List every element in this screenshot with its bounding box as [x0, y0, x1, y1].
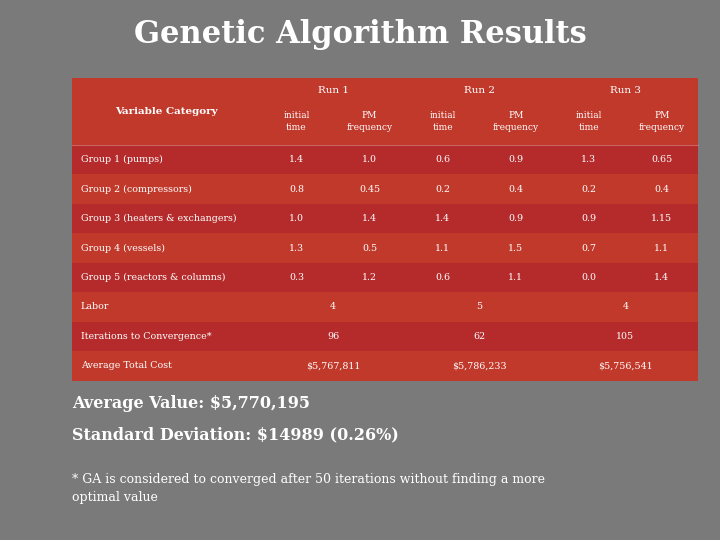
Text: Group 2 (compressors): Group 2 (compressors): [81, 185, 192, 194]
Text: 0.45: 0.45: [359, 185, 380, 193]
Text: $5,786,233: $5,786,233: [452, 361, 506, 370]
Text: 0.3: 0.3: [289, 273, 304, 282]
Text: 1.1: 1.1: [508, 273, 523, 282]
Text: Genetic Algorithm Results: Genetic Algorithm Results: [134, 19, 586, 50]
Text: 1.4: 1.4: [654, 273, 670, 282]
Text: 0.4: 0.4: [654, 185, 670, 193]
Text: PM
frequency: PM frequency: [492, 111, 539, 132]
Text: 0.65: 0.65: [651, 155, 672, 164]
Text: $5,767,811: $5,767,811: [306, 361, 360, 370]
Text: 1.3: 1.3: [581, 155, 596, 164]
Text: 0.2: 0.2: [581, 185, 596, 193]
Text: * GA is considered to converged after 50 iterations without finding a more
optim: * GA is considered to converged after 50…: [72, 472, 545, 504]
Text: 0.2: 0.2: [435, 185, 450, 193]
Text: Variable Category: Variable Category: [114, 107, 217, 116]
Text: Average Value: $5,770,195: Average Value: $5,770,195: [72, 395, 310, 412]
Text: Average Total Cost: Average Total Cost: [81, 361, 171, 370]
Text: 0.9: 0.9: [508, 214, 523, 223]
Text: 0.0: 0.0: [581, 273, 596, 282]
Text: 1.4: 1.4: [289, 155, 304, 164]
Text: 0.5: 0.5: [362, 244, 377, 253]
Text: 96: 96: [327, 332, 339, 341]
Text: 1.0: 1.0: [362, 155, 377, 164]
Text: 1.1: 1.1: [435, 244, 450, 253]
Text: 1.0: 1.0: [289, 214, 304, 223]
Text: 0.6: 0.6: [435, 155, 450, 164]
Text: Iterations to Convergence*: Iterations to Convergence*: [81, 332, 211, 341]
Text: Group 1 (pumps): Group 1 (pumps): [81, 155, 163, 164]
FancyBboxPatch shape: [72, 322, 698, 351]
Text: initial
time: initial time: [429, 111, 456, 132]
Text: 0.8: 0.8: [289, 185, 304, 193]
Text: 1.5: 1.5: [508, 244, 523, 253]
Text: Group 3 (heaters & exchangers): Group 3 (heaters & exchangers): [81, 214, 236, 223]
FancyBboxPatch shape: [72, 145, 698, 174]
Text: initial
time: initial time: [575, 111, 602, 132]
Text: Standard Deviation: $14989 (0.26%): Standard Deviation: $14989 (0.26%): [72, 427, 399, 443]
Text: 0.7: 0.7: [581, 244, 596, 253]
Text: 0.4: 0.4: [508, 185, 523, 193]
FancyBboxPatch shape: [72, 263, 698, 292]
Text: PM
frequency: PM frequency: [639, 111, 685, 132]
Text: 62: 62: [473, 332, 485, 341]
Text: Run 3: Run 3: [610, 86, 641, 95]
Text: 4: 4: [622, 302, 629, 312]
Text: Labor: Labor: [81, 302, 109, 312]
FancyBboxPatch shape: [72, 204, 698, 233]
Text: 4: 4: [330, 302, 336, 312]
Text: PM
frequency: PM frequency: [346, 111, 392, 132]
Text: 0.9: 0.9: [508, 155, 523, 164]
Text: 1.2: 1.2: [362, 273, 377, 282]
Text: $5,756,541: $5,756,541: [598, 361, 652, 370]
Text: Group 5 (reactors & columns): Group 5 (reactors & columns): [81, 273, 225, 282]
FancyBboxPatch shape: [72, 78, 698, 381]
Text: 1.4: 1.4: [362, 214, 377, 223]
Text: Run 1: Run 1: [318, 86, 348, 95]
Text: 1.3: 1.3: [289, 244, 304, 253]
Text: 1.15: 1.15: [652, 214, 672, 223]
Text: 0.9: 0.9: [581, 214, 596, 223]
Text: 105: 105: [616, 332, 634, 341]
Text: initial
time: initial time: [283, 111, 310, 132]
Text: 1.1: 1.1: [654, 244, 670, 253]
Text: 5: 5: [476, 302, 482, 312]
Text: 0.6: 0.6: [435, 273, 450, 282]
Text: Group 4 (vessels): Group 4 (vessels): [81, 244, 165, 253]
Text: Run 2: Run 2: [464, 86, 495, 95]
Text: 1.4: 1.4: [435, 214, 450, 223]
